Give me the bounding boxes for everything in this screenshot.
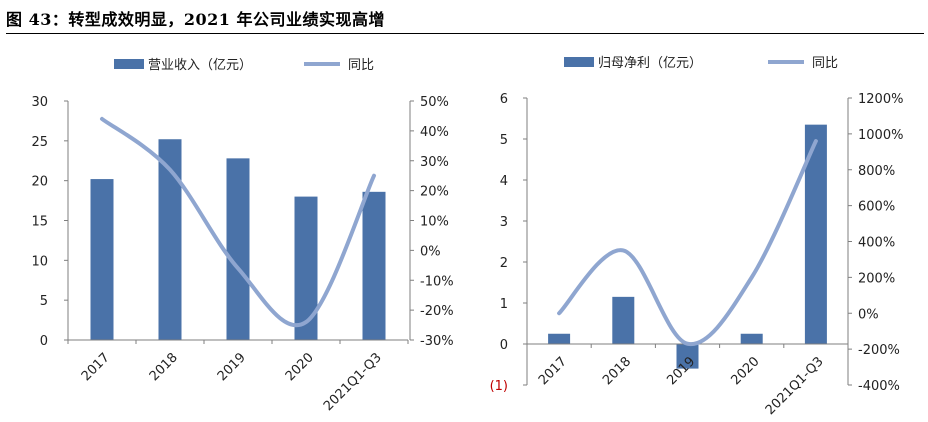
right-axis-tick-label: 50% xyxy=(420,95,449,110)
right-axis-tick-label: -20% xyxy=(420,304,454,319)
right-axis-tick-label: 600% xyxy=(858,200,895,215)
category-tick-label: 2020 xyxy=(729,354,763,388)
legend-bar-swatch xyxy=(114,59,144,69)
left-axis-tick-label: 4 xyxy=(500,174,508,189)
right-axis-tick-label: 1200% xyxy=(858,92,903,107)
left-axis-tick-label: 5 xyxy=(500,133,508,148)
right-axis-tick-label: 800% xyxy=(858,164,895,179)
legend-bar-swatch xyxy=(564,57,594,67)
right-axis-tick-label: 200% xyxy=(858,271,895,286)
right-axis-tick-label: 40% xyxy=(420,125,449,140)
right-axis-tick-label: 400% xyxy=(858,236,895,251)
left-axis-tick-label: 20 xyxy=(31,175,48,190)
title-rule xyxy=(6,33,924,34)
figure-title: 图 43：转型成效明显，2021 年公司业绩实现高增 xyxy=(6,10,385,29)
right-axis-tick-label: 30% xyxy=(420,155,449,170)
left-axis-tick-label: 0 xyxy=(500,338,508,353)
left-axis-tick-label: (1) xyxy=(490,379,508,394)
bar xyxy=(612,296,635,344)
right-axis-tick-label: -400% xyxy=(858,379,900,394)
left-axis-tick-label: 6 xyxy=(500,92,508,107)
category-tick-label: 2017 xyxy=(536,354,570,388)
left-axis-tick-label: 0 xyxy=(40,334,48,349)
bar xyxy=(294,196,318,340)
bar xyxy=(90,179,114,340)
category-tick-label: 2019 xyxy=(215,350,249,384)
bar xyxy=(740,333,763,344)
category-tick-label: 2021Q1-Q3 xyxy=(321,350,385,414)
legend-bar-label: 归母净利（亿元） xyxy=(598,56,702,71)
right-axis-tick-label: 20% xyxy=(420,185,449,200)
legend-line-label: 同比 xyxy=(348,58,374,73)
left-axis-tick-label: 15 xyxy=(31,215,48,230)
right-axis-tick-label: -10% xyxy=(420,274,454,289)
left-axis-tick-label: 25 xyxy=(31,135,48,150)
right-axis-tick-label: 1000% xyxy=(858,128,903,143)
bar xyxy=(676,344,699,369)
bar xyxy=(804,124,827,345)
right-axis-tick-label: 0% xyxy=(420,244,441,259)
left-axis-tick-label: 5 xyxy=(40,294,48,309)
category-tick-label: 2018 xyxy=(147,350,181,384)
category-tick-label: 2021Q1-Q3 xyxy=(763,354,827,418)
right-axis-tick-label: -30% xyxy=(420,334,454,349)
yoy-line xyxy=(557,139,818,346)
left-axis-tick-label: 30 xyxy=(31,95,48,110)
legend-line-label: 同比 xyxy=(812,56,838,71)
category-tick-label: 2020 xyxy=(283,350,317,384)
yoy-line xyxy=(100,116,376,328)
left-axis-tick-label: 10 xyxy=(31,254,48,269)
bar xyxy=(548,333,571,344)
legend-bar-label: 营业收入（亿元） xyxy=(148,58,252,73)
net-profit-chart: (1) 0 1 2 3 4 5 6 -400% -200% 0% 200% 400% 600% 800% 10… xyxy=(490,56,904,418)
category-tick-label: 2017 xyxy=(79,350,113,384)
bar xyxy=(362,191,386,340)
category-tick-label: 2018 xyxy=(600,354,634,388)
bar xyxy=(158,139,182,340)
right-axis-tick-label: 0% xyxy=(858,307,879,322)
left-axis-tick-label: 2 xyxy=(500,256,508,271)
left-axis-tick-label: 1 xyxy=(500,297,508,312)
revenue-chart: 0 5 10 15 20 25 30 -30% -20% -10% 0% 10% 20% 30% 40% 50… xyxy=(31,58,453,414)
right-axis-tick-label: -200% xyxy=(858,343,900,358)
left-axis-tick-label: 3 xyxy=(500,215,508,230)
bar xyxy=(226,158,250,340)
right-axis-tick-label: 10% xyxy=(420,215,449,230)
